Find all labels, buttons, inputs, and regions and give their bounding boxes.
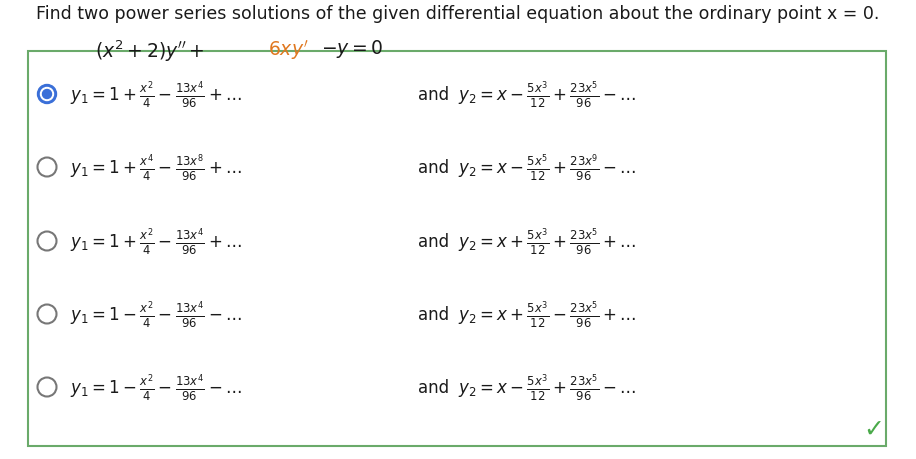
Circle shape (40, 88, 53, 101)
Text: and: and (418, 233, 449, 251)
Text: and: and (418, 159, 449, 177)
Text: and: and (418, 86, 449, 104)
Text: $y_2 = x + \frac{5x^3}{12} - \frac{23x^5}{96} + \ldots$: $y_2 = x + \frac{5x^3}{12} - \frac{23x^5… (458, 299, 637, 330)
Text: and: and (418, 305, 449, 323)
Text: $y_1 = 1 - \frac{x^2}{4} - \frac{13x^4}{96} - \ldots$: $y_1 = 1 - \frac{x^2}{4} - \frac{13x^4}{… (70, 299, 242, 330)
Text: ✓: ✓ (864, 417, 885, 441)
Text: $y_1 = 1 + \frac{x^2}{4} - \frac{13x^4}{96} + \ldots$: $y_1 = 1 + \frac{x^2}{4} - \frac{13x^4}{… (70, 79, 242, 110)
Text: $ - y = 0$: $ - y = 0$ (321, 38, 384, 60)
Text: $y_2 = x - \frac{5x^5}{12} + \frac{23x^9}{96} - \ldots$: $y_2 = x - \frac{5x^5}{12} + \frac{23x^9… (458, 152, 637, 183)
Text: and: and (418, 378, 449, 396)
Circle shape (42, 90, 51, 99)
Circle shape (38, 85, 57, 104)
Text: $y_1 = 1 - \frac{x^2}{4} - \frac{13x^4}{96} - \ldots$: $y_1 = 1 - \frac{x^2}{4} - \frac{13x^4}{… (70, 372, 242, 403)
Text: $y_2 = x - \frac{5x^3}{12} + \frac{23x^5}{96} - \ldots$: $y_2 = x - \frac{5x^3}{12} + \frac{23x^5… (458, 79, 637, 110)
Text: $y_1 = 1 + \frac{x^2}{4} - \frac{13x^4}{96} + \ldots$: $y_1 = 1 + \frac{x^2}{4} - \frac{13x^4}{… (70, 226, 242, 257)
Text: $y_2 = x + \frac{5x^3}{12} + \frac{23x^5}{96} + \ldots$: $y_2 = x + \frac{5x^3}{12} + \frac{23x^5… (458, 226, 637, 257)
Text: $y_1 = 1 + \frac{x^4}{4} - \frac{13x^8}{96} + \ldots$: $y_1 = 1 + \frac{x^4}{4} - \frac{13x^8}{… (70, 152, 242, 183)
FancyBboxPatch shape (28, 52, 886, 446)
Text: Find two power series solutions of the given differential equation about the ord: Find two power series solutions of the g… (37, 5, 879, 23)
Text: $y_2 = x - \frac{5x^3}{12} + \frac{23x^5}{96} - \ldots$: $y_2 = x - \frac{5x^3}{12} + \frac{23x^5… (458, 372, 637, 403)
Text: $(x^2 + 2)y^{\prime\prime} + $: $(x^2 + 2)y^{\prime\prime} + $ (95, 38, 204, 63)
Text: $6xy^{\prime}$: $6xy^{\prime}$ (268, 38, 309, 62)
